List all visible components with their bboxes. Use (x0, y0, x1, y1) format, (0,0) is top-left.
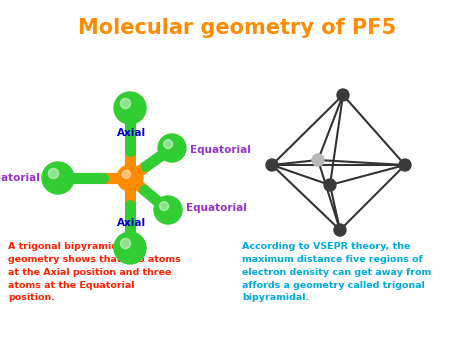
Circle shape (164, 140, 173, 148)
Circle shape (160, 201, 169, 211)
Text: According to VSEPR theory, the
maximum distance five regions of
electron density: According to VSEPR theory, the maximum d… (242, 242, 431, 302)
Circle shape (120, 98, 131, 109)
Circle shape (114, 232, 146, 264)
Text: Equatorial: Equatorial (0, 173, 40, 183)
Circle shape (154, 196, 182, 224)
Text: Equatorial: Equatorial (190, 145, 251, 155)
Text: A trigonal bipyramidal
geometry shows that two atoms
at the Axial position and t: A trigonal bipyramidal geometry shows th… (8, 242, 181, 302)
Text: Axial: Axial (118, 128, 146, 138)
Circle shape (334, 224, 346, 236)
Circle shape (312, 154, 324, 166)
Circle shape (122, 170, 130, 179)
Circle shape (117, 165, 143, 191)
Circle shape (266, 159, 278, 171)
Circle shape (120, 238, 131, 249)
Circle shape (48, 168, 59, 179)
Text: Axial: Axial (118, 218, 146, 228)
Text: Equatorial: Equatorial (186, 203, 247, 213)
Circle shape (114, 92, 146, 124)
Circle shape (42, 162, 74, 194)
Circle shape (324, 179, 336, 191)
Circle shape (399, 159, 411, 171)
Circle shape (337, 89, 349, 101)
Text: Molecular geometry of PF5: Molecular geometry of PF5 (78, 18, 396, 38)
Circle shape (158, 134, 186, 162)
